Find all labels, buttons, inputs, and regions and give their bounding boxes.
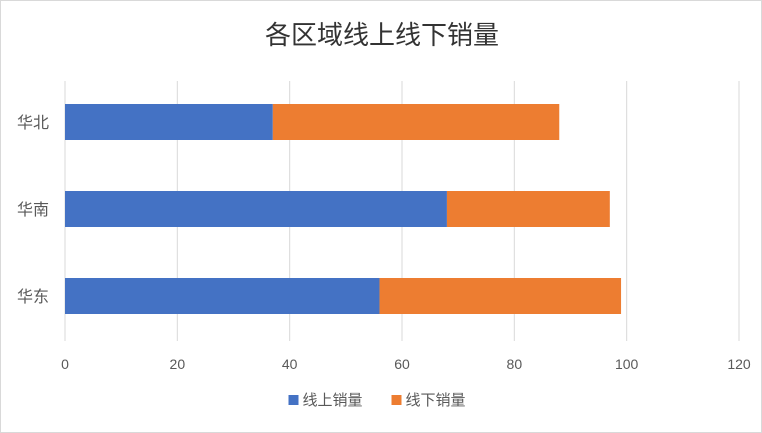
bar-华南-线上销量 [65, 191, 447, 227]
x-tick-label-120: 120 [727, 356, 751, 372]
x-tick-label-0: 0 [61, 356, 69, 372]
x-tick-label-80: 80 [507, 356, 523, 372]
x-tick-label-100: 100 [615, 356, 639, 372]
category-label-华南: 华南 [17, 200, 49, 219]
legend-label-线上销量: 线上销量 [303, 391, 363, 409]
bar-华北-线上销量 [65, 104, 273, 140]
legend-swatch-线上销量 [288, 395, 299, 405]
legend-swatch-线下销量 [391, 395, 402, 405]
legend-label-线下销量: 线下销量 [406, 391, 466, 409]
bar-华东-线下销量 [379, 278, 622, 314]
category-label-华北: 华北 [17, 113, 49, 132]
x-tick-label-40: 40 [282, 356, 298, 372]
legend: 线上销量 线下销量 [288, 391, 466, 409]
chart-title: 各区域线上线下销量 [265, 21, 499, 51]
category-label-华东: 华东 [17, 287, 49, 306]
x-axis-tick-labels: 0 20 40 60 80 100 120 [61, 356, 751, 372]
x-tick-label-60: 60 [394, 356, 410, 372]
bars [65, 104, 622, 314]
x-tick-label-20: 20 [170, 356, 186, 372]
bar-华南-线下销量 [446, 191, 610, 227]
bar-华北-线下销量 [272, 104, 560, 140]
bar-华东-线上销量 [65, 278, 380, 314]
